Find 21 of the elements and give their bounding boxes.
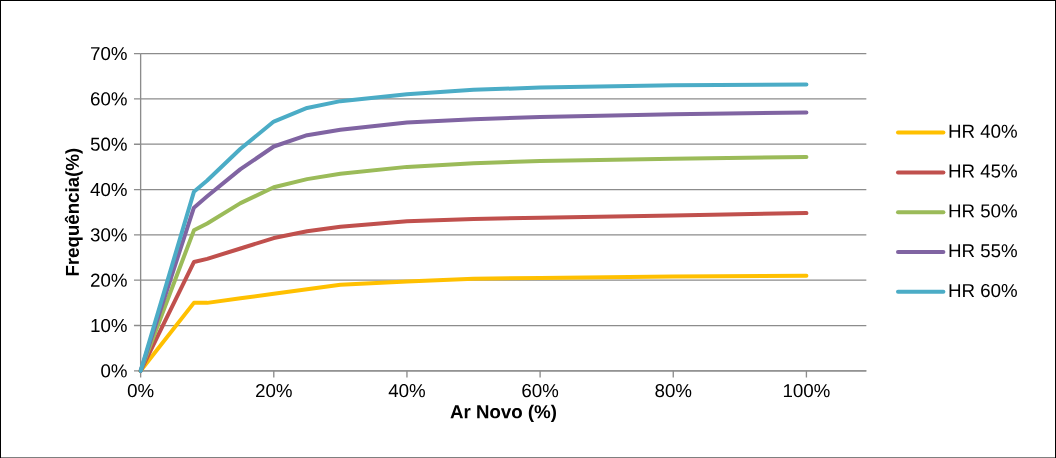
x-tick-label: 20%: [256, 383, 292, 398]
x-tick-label: 0%: [127, 383, 154, 398]
y-axis-title: Frequência(%): [64, 148, 83, 276]
y-tick-label: 60%: [91, 92, 127, 106]
y-tick-label: 30%: [90, 228, 127, 242]
legend-label: HR 60%: [949, 283, 1017, 297]
y-tick-label: 20%: [91, 273, 127, 287]
legend-label: HR 50%: [949, 204, 1017, 218]
y-tick-label: 0%: [101, 364, 127, 378]
legend-label: HR 40%: [949, 124, 1017, 138]
legend-label: HR 45%: [949, 164, 1017, 178]
x-tick-label: 40%: [388, 383, 425, 398]
y-tick-label: 50%: [90, 137, 127, 151]
x-axis-title: Ar Novo (%): [450, 404, 556, 422]
x-tick-label: 80%: [655, 383, 692, 398]
y-tick-label: 40%: [90, 182, 127, 196]
y-tick-label: 70%: [91, 46, 127, 60]
legend-label: HR 55%: [949, 243, 1017, 258]
x-tick-label: 100%: [783, 383, 830, 398]
y-tick-label: 10%: [91, 318, 127, 332]
x-tick-label: 60%: [522, 383, 559, 398]
